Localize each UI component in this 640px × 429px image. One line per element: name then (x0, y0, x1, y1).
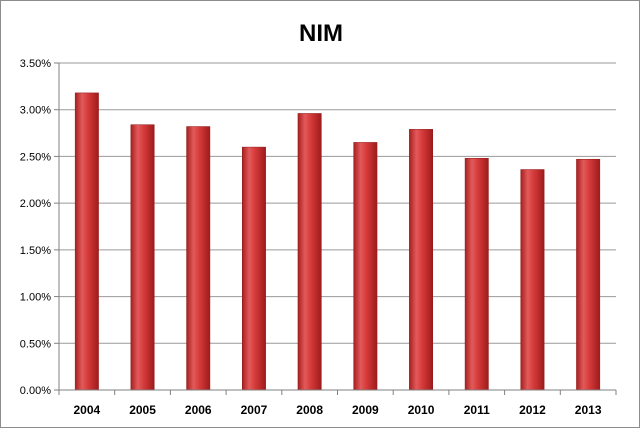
x-tick-label: 2006 (185, 403, 212, 417)
y-axis-ticks: 0.00% 0.50% 1.00% 1.50% 2.00% 2.50% 3.00% 3.50% (20, 58, 59, 397)
bar-2011 (464, 158, 489, 391)
bar-2007 (242, 146, 266, 391)
y-tick-label: 3.50% (20, 58, 51, 70)
y-tick-label: 3.00% (20, 105, 51, 117)
x-tick-label: 2004 (73, 403, 100, 417)
bar-2012 (520, 169, 545, 391)
x-tick-label: 2009 (352, 403, 379, 417)
x-tick-label: 2013 (575, 403, 602, 417)
x-tick-label: 2010 (408, 403, 435, 417)
y-tick-label: 0.50% (20, 338, 51, 350)
y-tick-label: 1.00% (20, 292, 51, 304)
bar-2013 (576, 158, 601, 391)
bar-2006 (186, 126, 211, 391)
chart-title: NIM (299, 20, 343, 47)
bar-2008 (297, 113, 322, 391)
bar-2004 (74, 92, 99, 391)
x-tick-label: 2012 (519, 403, 546, 417)
y-tick-label: 2.00% (20, 198, 51, 210)
bar-2009 (353, 142, 378, 391)
x-axis-ticks: 2004 2005 2006 2007 2008 2009 2010 2011 2012 2013 (58, 390, 617, 417)
x-tick-label: 2008 (296, 403, 323, 417)
x-tick-label: 2011 (464, 403, 490, 417)
y-tick-label: 1.50% (20, 245, 51, 257)
bar-2005 (130, 124, 155, 391)
x-tick-label: 2007 (241, 403, 268, 417)
y-tick-label: 2.50% (20, 151, 51, 163)
x-tick-label: 2005 (129, 403, 156, 417)
bar-2010 (409, 129, 433, 391)
y-tick-label: 0.00% (20, 385, 51, 397)
bars (74, 92, 601, 391)
